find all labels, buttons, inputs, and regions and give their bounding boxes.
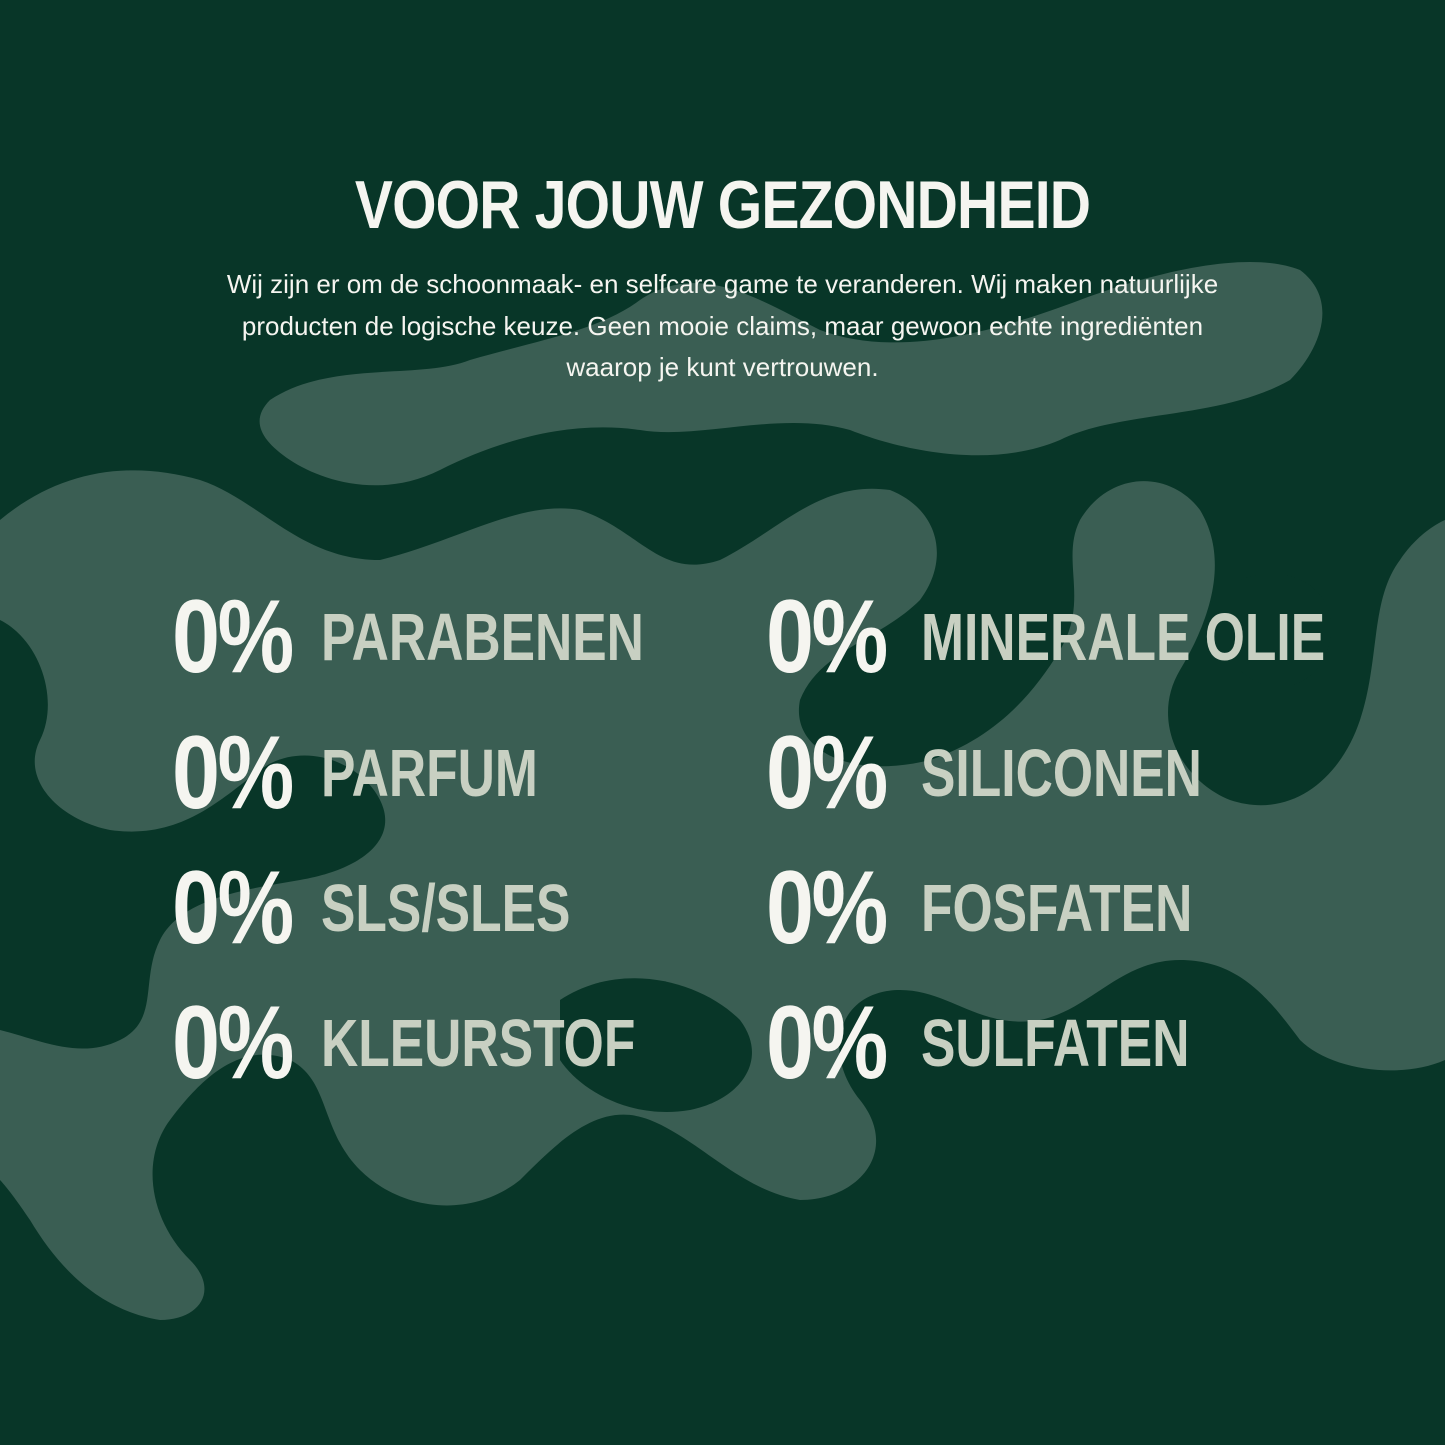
claim-value: 0% <box>766 850 888 966</box>
claim-value: 0% <box>172 850 294 966</box>
claim-value: 0% <box>172 579 294 695</box>
claim-label: SULFATEN <box>921 1006 1190 1081</box>
claim-label: SILICONEN <box>921 736 1202 811</box>
claim-value: 0% <box>766 985 888 1101</box>
claim-value: 0% <box>172 715 294 831</box>
claim-label: PARFUM <box>321 736 538 811</box>
claim-label: SLS/SLES <box>321 871 571 946</box>
claim-label: FOSFATEN <box>921 871 1193 946</box>
claim-value: 0% <box>766 579 888 695</box>
claim-value: 0% <box>766 715 888 831</box>
claim-label: MINERALE OLIE <box>921 600 1326 675</box>
claim-value: 0% <box>172 985 294 1101</box>
claim-label: KLEURSTOF <box>321 1006 636 1081</box>
page-title: VOOR JOUW GEZONDHEID <box>354 167 1091 243</box>
intro-text: Wij zijn er om de schoonmaak- en selfcar… <box>226 269 1219 382</box>
claim-label: PARABENEN <box>321 600 644 675</box>
